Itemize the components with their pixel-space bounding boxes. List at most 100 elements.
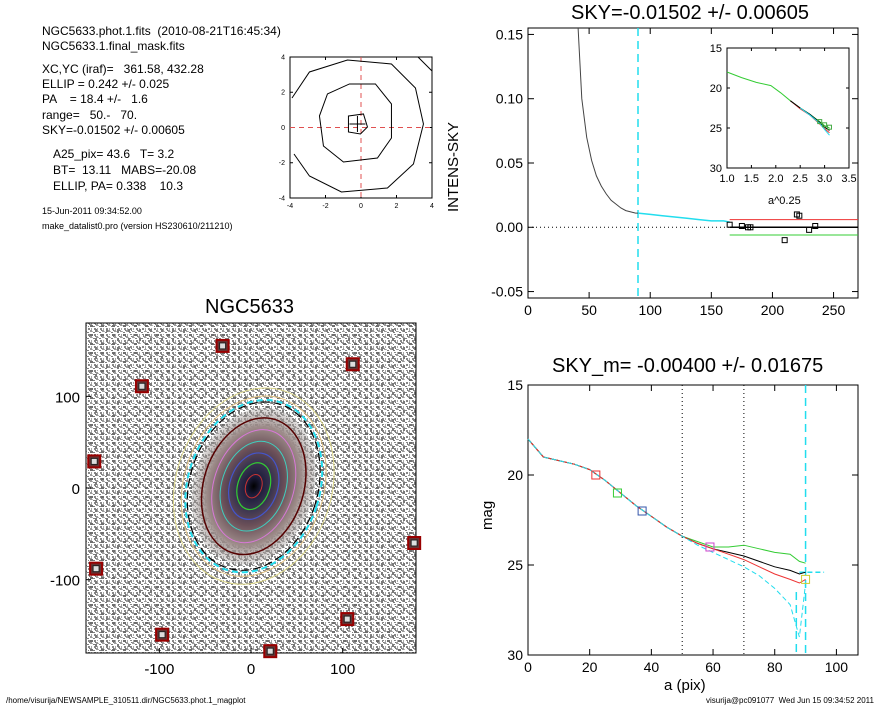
y-tick-label: 30 (507, 647, 523, 663)
y-tick-label: 15 (507, 377, 523, 393)
y-tick-label: 25 (710, 123, 722, 135)
y-tick-label: 0.00 (496, 219, 523, 235)
y-tick-label: 0 (72, 481, 80, 498)
y-tick-label: 0.15 (496, 26, 523, 42)
mag-series-green (527, 438, 806, 564)
x-tick-label: 2 (395, 203, 399, 210)
masked-source-inner (266, 647, 274, 655)
inset-marker (826, 124, 832, 130)
x-tick-label: 0 (524, 302, 532, 318)
y-tick-label: 20 (710, 83, 722, 95)
profile-line (577, 27, 638, 214)
x-tick-label: 2.0 (768, 173, 783, 185)
y-tick-label: 0.05 (496, 155, 523, 171)
mag-marker (637, 506, 647, 516)
isophote-orange (180, 395, 327, 577)
footer-path: /home/visurija/NEWSAMPLE_310511.dir/NGC5… (6, 696, 246, 705)
header-line-5: PA = 18.4 +/- 1.6 (42, 92, 148, 106)
inset-xlabel: a^0.25 (768, 195, 801, 207)
isophote-green (236, 462, 272, 511)
isophote-darkred (200, 417, 307, 556)
x-tick-label: 100 (825, 659, 849, 675)
inset-marker (817, 119, 823, 125)
y-tick-label: -0.05 (491, 283, 523, 299)
x-tick-label: 2.5 (793, 173, 808, 185)
y-tick-label: 30 (710, 163, 722, 175)
inset-marker (822, 122, 828, 128)
mag-series-black (527, 438, 806, 575)
sky-sample-box (747, 224, 754, 231)
profile-fit-line (637, 212, 730, 223)
mag-marker (591, 470, 601, 480)
x-tick-label: 4 (430, 203, 434, 210)
contour-inner (347, 113, 369, 135)
masked-source-inner (410, 539, 418, 547)
isophote-yellow-outer (172, 387, 335, 585)
sky-sample-box (796, 212, 803, 219)
x-tick-label: 100 (330, 661, 355, 678)
header-line-1: NGC5633.phot.1.fits (2010-08-21T16:45:34… (42, 24, 281, 38)
mag-series-red (527, 438, 806, 584)
y-tick-label: 4 (281, 54, 285, 61)
header-line-9: BT= 13.11 MABS=-20.08 (53, 163, 197, 177)
header-line-3: XC,YC (iraf)= 361.58, 432.28 (42, 62, 204, 76)
x-tick-label: 0 (359, 203, 363, 210)
x-tick-label: 50 (581, 302, 597, 318)
x-tick-label: -2 (322, 203, 328, 210)
sky-inset-plot: 1.0 1.5 2.0 2.5 3.0 3.5 15 20 25 30 (710, 43, 857, 185)
header-line-12: make_datalist0.pro (version HS230610/211… (42, 221, 233, 231)
x-tick-label: 40 (644, 659, 660, 675)
y-tick-label: 15 (710, 43, 722, 55)
footer-user: visurija@pc091077 Wed Jun 15 09:34:52 20… (706, 696, 874, 705)
galaxy-body (191, 407, 316, 565)
masked-source-inner (343, 615, 351, 623)
y-tick-label: -4 (279, 195, 285, 202)
y-tick-label: 100 (55, 389, 80, 406)
header-line-2: NGC5633.1.final_mask.fits (42, 39, 185, 53)
header-line-10: ELLIP, PA= 0.338 10.3 (53, 179, 183, 193)
image-title: NGC5633 (205, 296, 294, 318)
x-tick-label: 150 (700, 302, 724, 318)
y-tick-label: 25 (507, 557, 523, 573)
x-tick-label: 200 (761, 302, 785, 318)
sky-sample-box (812, 223, 819, 229)
x-tick-label: 80 (767, 659, 783, 675)
contour-corner (417, 56, 433, 72)
mag-xlabel: a (pix) (664, 677, 706, 694)
isophote-teal (219, 440, 288, 532)
masked-source-inner (90, 457, 98, 465)
x-tick-label: -100 (144, 661, 174, 678)
sky-sample-box (781, 237, 788, 244)
sky-chart-title: SKY=-0.01502 +/- 0.00605 (571, 2, 809, 24)
mag-marker (612, 488, 622, 498)
y-tick-label: 0 (281, 125, 285, 132)
inset-black-line (790, 100, 830, 131)
x-tick-label: 1.5 (744, 173, 759, 185)
x-tick-label: 0 (524, 659, 532, 675)
masked-source-inner (158, 631, 166, 639)
isophote-magenta (211, 429, 297, 544)
isophote-black-dashed (186, 401, 321, 571)
mag-chart-title: SKY_m= -0.00400 +/- 0.01675 (552, 355, 824, 377)
contour-middle (318, 83, 392, 163)
x-tick-label: 0 (247, 661, 255, 678)
x-tick-label: -4 (287, 203, 293, 210)
magnitude-profile-plot: 0 20 40 60 80 100 15 20 25 30 (507, 377, 859, 675)
y-tick-label: -100 (50, 573, 80, 590)
y-tick-label: 20 (507, 467, 523, 483)
contour-plot: -4 -2 0 2 4 -4 -2 0 2 4 (279, 54, 434, 210)
masked-source-inner (138, 382, 146, 390)
galaxy-image-plot: -100 0 100 -100 0 100 (50, 322, 422, 678)
sky-sample-box (738, 223, 745, 229)
mag-marker (801, 574, 811, 584)
header-line-6: range= 50.- 70. (42, 108, 138, 122)
header-line-7: SKY=-0.01502 +/- 0.00605 (42, 123, 185, 137)
x-tick-label: 250 (822, 302, 846, 318)
isophote-blue (228, 452, 280, 520)
header-line-11: 15-Jun-2011 09:34:52.00 (42, 206, 142, 216)
plot-frame (527, 384, 859, 656)
masked-source-inner (219, 342, 227, 350)
x-tick-label: 100 (639, 302, 663, 318)
plot-frame (527, 27, 859, 299)
contour-outer (291, 59, 424, 193)
